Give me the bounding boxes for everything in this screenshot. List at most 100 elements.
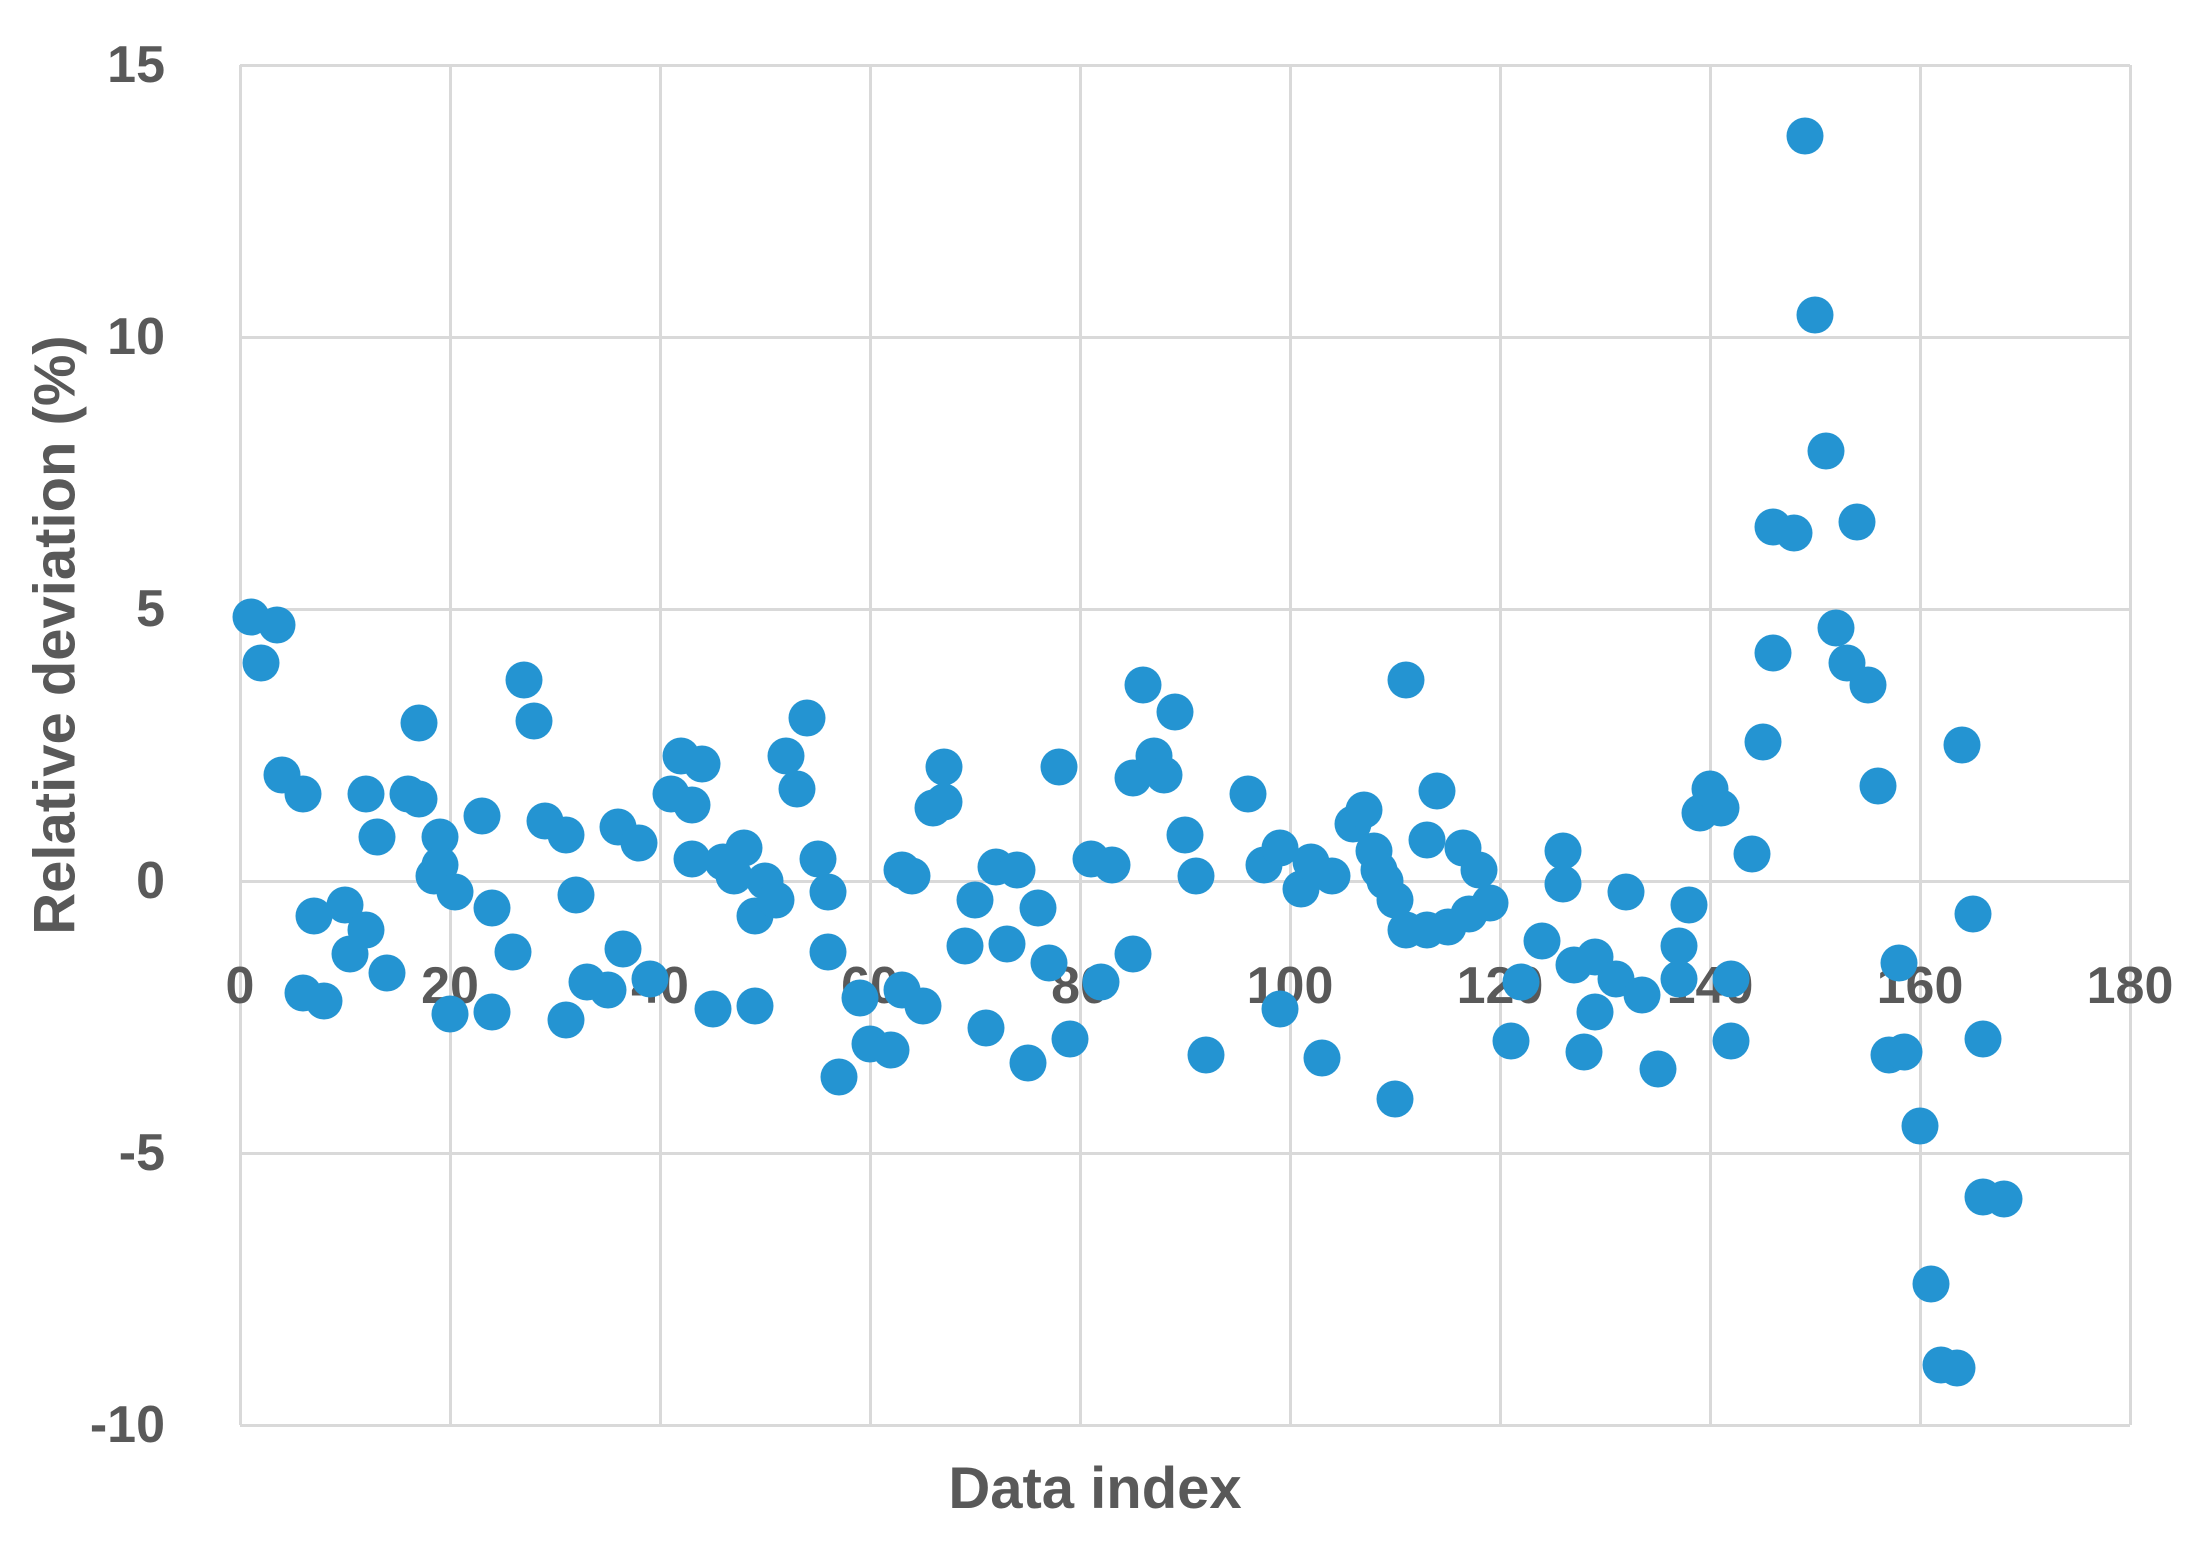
data-point: [1019, 889, 1057, 927]
data-point: [604, 930, 642, 968]
data-point: [1639, 1050, 1676, 1088]
data-point: [904, 987, 941, 1025]
data-point: [925, 783, 962, 821]
data-point: [589, 971, 626, 1009]
gridline-horizontal: [240, 1423, 2130, 1427]
data-point: [809, 873, 847, 911]
data-point: [284, 775, 322, 813]
data-point: [788, 699, 826, 737]
gridline-vertical: [1498, 65, 1502, 1425]
data-point: [1733, 835, 1771, 873]
data-point: [1912, 1265, 1949, 1303]
data-point: [1660, 960, 1697, 998]
data-point: [967, 1009, 1004, 1047]
data-point: [400, 704, 437, 742]
data-point: [1345, 791, 1382, 829]
data-point: [1817, 609, 1855, 647]
x-tick-label: 0: [225, 957, 255, 1015]
data-point: [1492, 1022, 1529, 1060]
data-point: [1576, 993, 1613, 1031]
gridline-horizontal: [240, 335, 2130, 339]
data-point: [778, 770, 815, 808]
data-point: [305, 982, 343, 1020]
data-point: [358, 818, 395, 856]
gridline-vertical: [868, 65, 872, 1425]
data-point: [631, 960, 668, 998]
data-point: [1166, 816, 1204, 854]
data-point: [820, 1058, 857, 1096]
data-point: [1670, 886, 1708, 924]
data-point: [547, 1001, 584, 1039]
data-point: [767, 737, 805, 775]
data-point: [473, 993, 511, 1031]
data-point: [1607, 873, 1645, 911]
data-point: [1712, 960, 1750, 998]
data-point: [736, 987, 773, 1025]
gridline-horizontal: [240, 607, 2130, 611]
data-point: [431, 995, 469, 1033]
data-point: [1901, 1107, 1939, 1145]
data-point: [1387, 661, 1424, 699]
x-tick-label: 180: [2086, 957, 2174, 1015]
data-point: [1544, 865, 1582, 903]
data-point: [1712, 1022, 1750, 1060]
data-point: [494, 933, 532, 971]
data-point: [1849, 666, 1886, 704]
gridline-vertical: [658, 65, 662, 1425]
gridline-vertical: [1078, 65, 1082, 1425]
data-point: [1303, 1039, 1340, 1077]
data-point: [1660, 927, 1697, 965]
data-point: [1471, 884, 1508, 922]
data-point: [1859, 767, 1897, 805]
data-point: [725, 829, 763, 867]
data-point: [1460, 851, 1498, 889]
data-point: [1156, 693, 1193, 731]
data-point: [547, 816, 584, 854]
data-point: [872, 1031, 910, 1069]
data-point: [557, 876, 595, 914]
gridline-vertical: [1918, 65, 1922, 1425]
y-tick-label: 10: [107, 308, 165, 366]
data-point: [998, 851, 1036, 889]
data-point: [463, 797, 500, 835]
data-point: [1985, 1180, 2023, 1218]
data-point: [1880, 944, 1918, 982]
data-point: [1786, 117, 1823, 155]
gridline-vertical: [1288, 65, 1292, 1425]
gridline-horizontal: [240, 63, 2130, 67]
data-point: [368, 954, 406, 992]
data-point: [1544, 832, 1582, 870]
gridline-horizontal: [240, 1151, 2130, 1155]
data-point: [1938, 1349, 1976, 1387]
data-point: [1838, 503, 1876, 541]
data-point: [1177, 857, 1214, 895]
data-point: [1744, 723, 1781, 761]
x-axis-title: Data index: [948, 1456, 1242, 1521]
data-point: [757, 881, 794, 919]
data-point: [1313, 857, 1351, 895]
data-point: [1124, 666, 1162, 704]
data-point: [1187, 1036, 1225, 1074]
data-point: [956, 881, 994, 919]
data-point: [1009, 1044, 1046, 1082]
data-point: [436, 873, 474, 911]
data-point: [473, 889, 511, 927]
y-tick-label: 15: [107, 36, 165, 94]
data-point: [1082, 963, 1120, 1001]
data-point: [694, 990, 731, 1028]
data-point: [1051, 1020, 1088, 1058]
y-tick-label: 5: [136, 580, 165, 638]
data-point: [1807, 432, 1844, 470]
y-tick-label: 0: [136, 852, 165, 910]
data-point: [347, 775, 385, 813]
gridline-vertical: [238, 65, 242, 1425]
y-tick-label: -5: [118, 1124, 165, 1182]
data-point: [893, 857, 931, 895]
data-point: [1954, 895, 1991, 933]
data-point: [1523, 922, 1561, 960]
data-point: [242, 644, 280, 682]
data-point: [946, 927, 983, 965]
data-point: [1623, 976, 1661, 1014]
data-point: [988, 925, 1025, 963]
